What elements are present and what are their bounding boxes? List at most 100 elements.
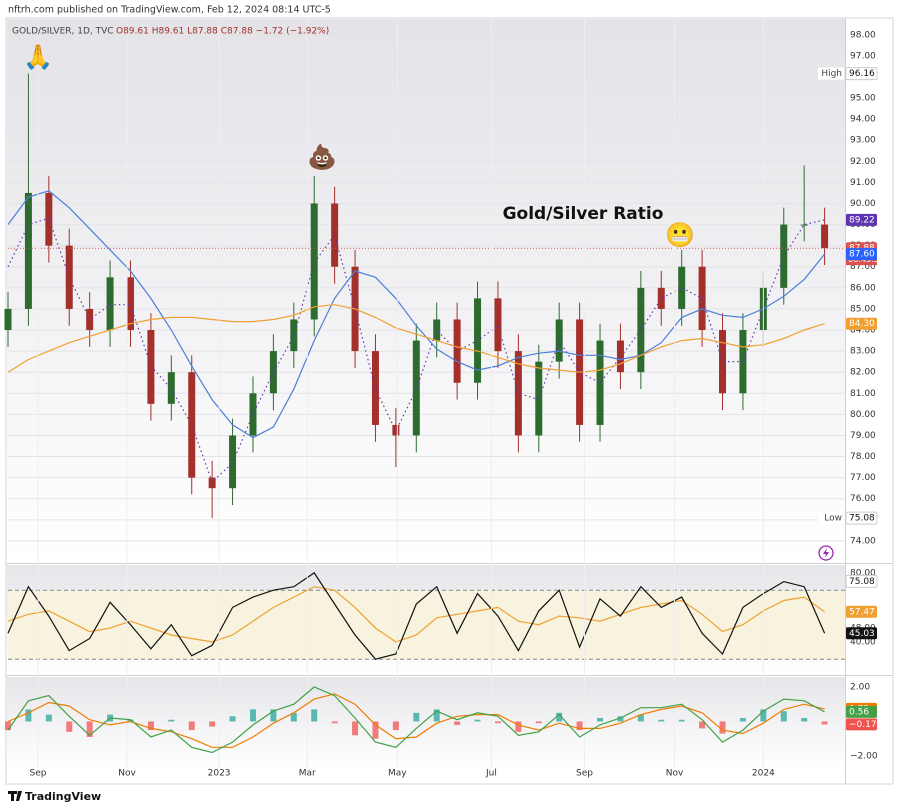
histogram-bar	[515, 721, 522, 732]
histogram-bar	[494, 721, 501, 724]
histogram-bar	[413, 712, 420, 722]
price-marker	[846, 627, 877, 640]
candle-body	[800, 224, 808, 226]
histogram-bar	[392, 721, 399, 731]
histogram-bar	[45, 714, 52, 722]
y-tick-label: 40.00	[850, 637, 876, 647]
candle-body	[657, 287, 665, 309]
price-marker-label: 96.16	[849, 69, 875, 79]
annotation-title: Gold/Silver Ratio	[503, 204, 664, 224]
candle-body	[167, 372, 175, 404]
y-tick-label: 80.00	[850, 410, 876, 420]
series-line	[7, 190, 826, 439]
x-tick-label: Sep	[30, 769, 47, 779]
logo	[8, 791, 22, 801]
series-line	[7, 693, 825, 748]
histogram-bar	[127, 719, 134, 722]
y-tick-label: 92.00	[850, 157, 876, 167]
candle-body	[371, 351, 379, 425]
brand: TradingView	[25, 790, 101, 803]
series-line	[7, 686, 825, 754]
histogram-bar	[147, 721, 154, 731]
y-tick-label: 84.00	[850, 326, 876, 336]
price-marker	[846, 605, 877, 618]
y-tick-label: 77.00	[850, 473, 876, 483]
price-marker	[845, 511, 878, 525]
marker-name-box	[818, 512, 844, 525]
price-marker	[846, 705, 877, 718]
candle-body	[637, 287, 645, 373]
candle-body	[106, 277, 114, 331]
price-marker	[845, 67, 878, 81]
histogram-bar	[311, 709, 318, 722]
x-tick-label: Nov	[666, 769, 684, 779]
alert-icon[interactable]	[818, 545, 834, 561]
price-marker-label: 89.22	[849, 215, 875, 225]
histogram-bar	[352, 721, 359, 736]
y-tick-label: 78.00	[850, 452, 876, 462]
histogram-bar	[637, 714, 644, 722]
alert-icon-bolt	[823, 548, 829, 558]
histogram-bar	[739, 718, 746, 722]
emoji: 😬	[665, 221, 695, 249]
histogram-bar	[535, 721, 542, 724]
publisher: nftrh.com published on TradingView.com, …	[8, 5, 331, 16]
price-marker-label: 45.03	[849, 629, 875, 639]
candle-body	[86, 308, 94, 331]
histogram-bar	[474, 719, 481, 722]
price-marker	[846, 213, 877, 226]
price-marker-label: 0.56	[849, 707, 869, 717]
y-tick-label: 95.00	[850, 94, 876, 104]
histogram-bar	[719, 721, 726, 734]
histogram-bar	[556, 712, 563, 722]
histogram-bar	[25, 709, 32, 722]
candle-body	[821, 224, 829, 249]
series-line	[7, 586, 825, 643]
y-tick-label: 85.00	[850, 304, 876, 314]
candle-body	[24, 192, 32, 309]
x-tick-label: Jul	[485, 769, 497, 779]
candle-body	[126, 277, 134, 331]
candle-body	[208, 477, 216, 489]
histogram-bar	[229, 716, 236, 722]
candle-body	[494, 298, 502, 352]
histogram-bar	[801, 718, 808, 722]
histogram-bar	[290, 712, 297, 722]
candle-body	[331, 203, 339, 267]
y-tick-label: 74.00	[850, 536, 876, 546]
candle-body	[147, 330, 155, 404]
y-tick-label: 90.00	[850, 199, 876, 209]
price-marker	[846, 718, 877, 731]
y-tick-label: 81.00	[850, 389, 876, 399]
x-tick-label: Nov	[118, 769, 136, 779]
histogram-bar	[66, 721, 73, 732]
x-tick-label: Mar	[299, 769, 316, 779]
histogram-bar	[209, 721, 216, 727]
quote: O89.61 H89.61 L87.88 C87.88 −1.72 (−1.92…	[116, 27, 329, 37]
candle-body	[269, 351, 277, 394]
x-tick-label: 2023	[208, 769, 231, 779]
y-tick-label: 97.00	[850, 51, 876, 61]
y-tick-label: 91.00	[850, 178, 876, 188]
band-fill	[8, 590, 845, 660]
price-marker-label: 75.08	[849, 577, 875, 587]
y-tick-label: 94.00	[850, 115, 876, 125]
marker-name: High	[821, 69, 842, 79]
candle-body	[719, 330, 727, 394]
histogram-bar	[597, 718, 604, 722]
emoji: 🙏	[23, 43, 53, 71]
marker-name: Low	[824, 514, 842, 524]
histogram-bar	[168, 719, 175, 722]
candle-body	[188, 372, 196, 478]
series-line	[7, 217, 825, 483]
candle-body	[4, 308, 12, 331]
symbol: GOLD/SILVER, 1D, TVC	[12, 27, 114, 37]
histogram-bar	[433, 709, 440, 722]
histogram-bar	[780, 711, 787, 722]
histogram-bar	[270, 709, 277, 722]
y-tick-label: 76.00	[850, 494, 876, 504]
y-tick-label: 98.00	[850, 30, 876, 40]
histogram-bar	[658, 719, 665, 722]
candle-body	[229, 435, 237, 489]
series-line	[7, 304, 825, 373]
